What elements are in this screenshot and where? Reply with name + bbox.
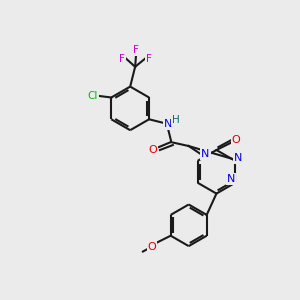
Text: O: O	[232, 135, 241, 145]
Text: N: N	[234, 153, 242, 163]
Text: F: F	[146, 54, 152, 64]
Text: F: F	[133, 45, 139, 55]
Text: F: F	[119, 54, 125, 64]
Text: O: O	[148, 242, 156, 252]
Text: Cl: Cl	[87, 91, 98, 100]
Text: N: N	[201, 149, 210, 159]
Text: N: N	[164, 119, 172, 129]
Text: N: N	[227, 174, 236, 184]
Text: H: H	[172, 115, 180, 125]
Text: O: O	[148, 145, 158, 155]
